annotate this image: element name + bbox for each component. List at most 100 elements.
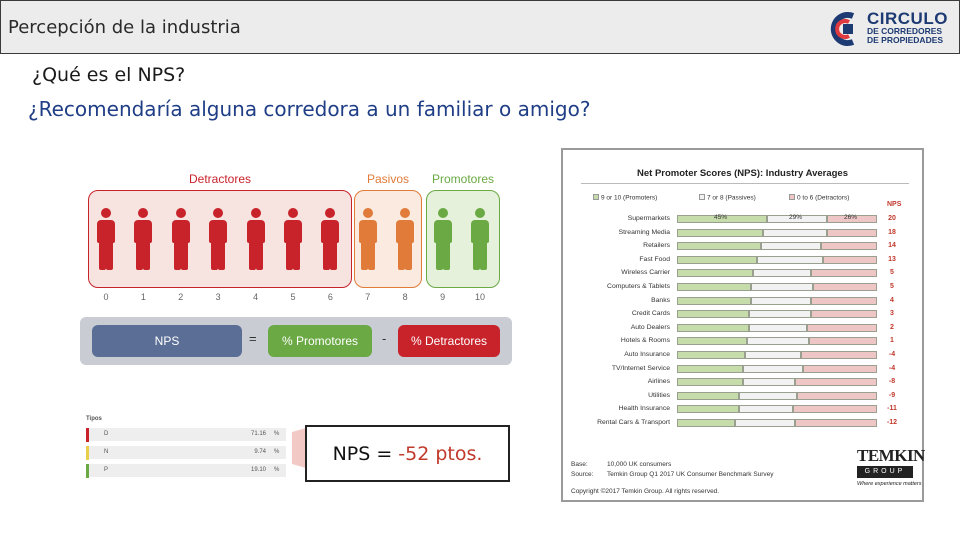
bar-segment-prom (677, 215, 767, 223)
legend-swatch (593, 194, 599, 200)
person-body (396, 220, 415, 243)
logo-line3: DE PROPIEDADES (867, 34, 944, 45)
legend-entry: 9 or 10 (Promoters) (593, 194, 657, 202)
person-icon (171, 208, 191, 270)
person-leg (136, 242, 144, 270)
formula-detractors: % Detractores (398, 325, 500, 357)
question-heading: ¿Qué es el NPS? (32, 64, 186, 86)
person-leg (330, 242, 338, 270)
industry-nps: -12 (886, 419, 898, 426)
bar-segment-prom (677, 405, 739, 414)
person-leg (255, 242, 263, 270)
industry-bar (677, 351, 877, 359)
person-leg (99, 242, 106, 270)
legend-swatch (699, 194, 705, 200)
person-leg (293, 242, 300, 270)
industry-bar (677, 310, 877, 319)
bar-segment-prom (677, 351, 745, 359)
industry-name: Supermarkets (627, 215, 670, 222)
person-icon (133, 208, 153, 270)
score-label: 10 (474, 292, 485, 302)
tipo-value: 19.10 (250, 467, 266, 473)
legend-entry: 7 or 8 (Passives) (699, 194, 756, 202)
industry-row: Retailers 14 (563, 240, 922, 254)
industry-name: Auto Dealers (630, 323, 670, 331)
nps-result-value: -52 ptos. (398, 442, 483, 465)
score-label: 6 (327, 292, 333, 302)
person-leg (367, 242, 375, 270)
temkin-logo: TEMKIN GROUP Where experience matters (857, 446, 925, 498)
segment-label: 29% (789, 214, 803, 221)
score-label: 0 (103, 292, 109, 302)
nps-industry-chart: Net Promoter Scores (NPS): Industry Aver… (561, 148, 925, 502)
chart-footnote: Source: Temkin Group Q1 2017 UK Consumer … (571, 471, 774, 478)
tipo-value: 71.16 (250, 431, 266, 437)
logo-line2: DE CORREDORES (867, 26, 943, 36)
bar-segment-prom (677, 364, 743, 373)
bar-segment-pas (739, 391, 797, 400)
bar-segment-prom (677, 337, 747, 346)
person-head (213, 208, 224, 218)
industry-bar (677, 242, 877, 251)
industry-nps: -11 (887, 405, 897, 413)
bar-segment-pas (743, 364, 803, 373)
bar-segment-prom (677, 391, 739, 400)
person-icon (208, 208, 228, 270)
subquestion-heading: ¿Recomendaría alguna corredora a un fami… (28, 97, 591, 121)
person-body (433, 220, 452, 243)
bar-segment-det (807, 323, 877, 332)
industry-bar (677, 269, 877, 278)
industry-row: Computers & Tablets 5 (563, 281, 922, 295)
industry-nps: 3 (890, 310, 894, 318)
person-head (362, 208, 373, 218)
bar-segment-det (797, 391, 877, 400)
bar-segment-pas (749, 323, 807, 332)
industry-name: Computers & Tablets (607, 283, 670, 290)
person-leg (173, 242, 181, 270)
industry-name: Airlines (647, 378, 670, 386)
industry-bar (677, 255, 877, 264)
bar-segment-pas (743, 378, 795, 387)
industry-name: Fast Food (639, 255, 670, 263)
person-leg (143, 242, 151, 270)
person-head (250, 208, 261, 218)
person-head (325, 208, 336, 218)
score-label: 9 (440, 292, 446, 302)
person-icon (246, 208, 266, 270)
group-label-detractores: Detractores (188, 172, 252, 186)
footnote-value: Temkin Group Q1 2017 UK Consumer Benchma… (607, 471, 774, 478)
person-icon (283, 208, 303, 270)
temkin-name: TEMKIN (857, 446, 925, 465)
person-leg (180, 242, 188, 270)
industry-nps: 4 (890, 296, 894, 304)
tipo-color-bar (86, 446, 89, 460)
industry-row: Wireless Carrier 5 (563, 267, 922, 281)
tipo-pct: % (274, 467, 280, 473)
footnote-key: Base: (571, 461, 588, 468)
bar-segment-det (811, 310, 877, 319)
bar-segment-det (795, 419, 877, 427)
nps-diagram: Detractores 0 1 2 3 4 5 6 Pasivos 7 8 Promotores 9 10… (80, 162, 512, 372)
bar-segment-det (803, 364, 877, 373)
nps-result-box: NPS = -52 ptos. (305, 425, 510, 482)
industry-row: Streaming Media 18 (563, 227, 922, 241)
chart-footnote: Copyright ©2017 Temkin Group. All rights… (571, 488, 719, 495)
bar-segment-prom (677, 228, 763, 237)
person-leg (480, 242, 487, 270)
tipo-value: 9.74 (254, 449, 266, 455)
tipos-title: Tipos (86, 416, 102, 422)
person-head (288, 208, 298, 218)
temkin-group: GROUP (857, 466, 913, 478)
industry-bar (677, 283, 877, 291)
bar-segment-det (811, 296, 877, 305)
industry-name: Wireless Carrier (621, 269, 670, 277)
industry-row: Supermarkets 45% 29% 26% 20 (563, 213, 922, 227)
bar-segment-det (801, 351, 877, 359)
industry-nps: 1 (890, 337, 894, 345)
bar-segment-det (811, 269, 877, 278)
industry-nps: 18 (888, 228, 896, 236)
legend-entry: 0 to 6 (Detractors) (789, 194, 849, 202)
industry-name: TV/Internet Service (611, 364, 670, 372)
person-leg (405, 242, 413, 270)
bar-segment-prom (677, 283, 751, 291)
